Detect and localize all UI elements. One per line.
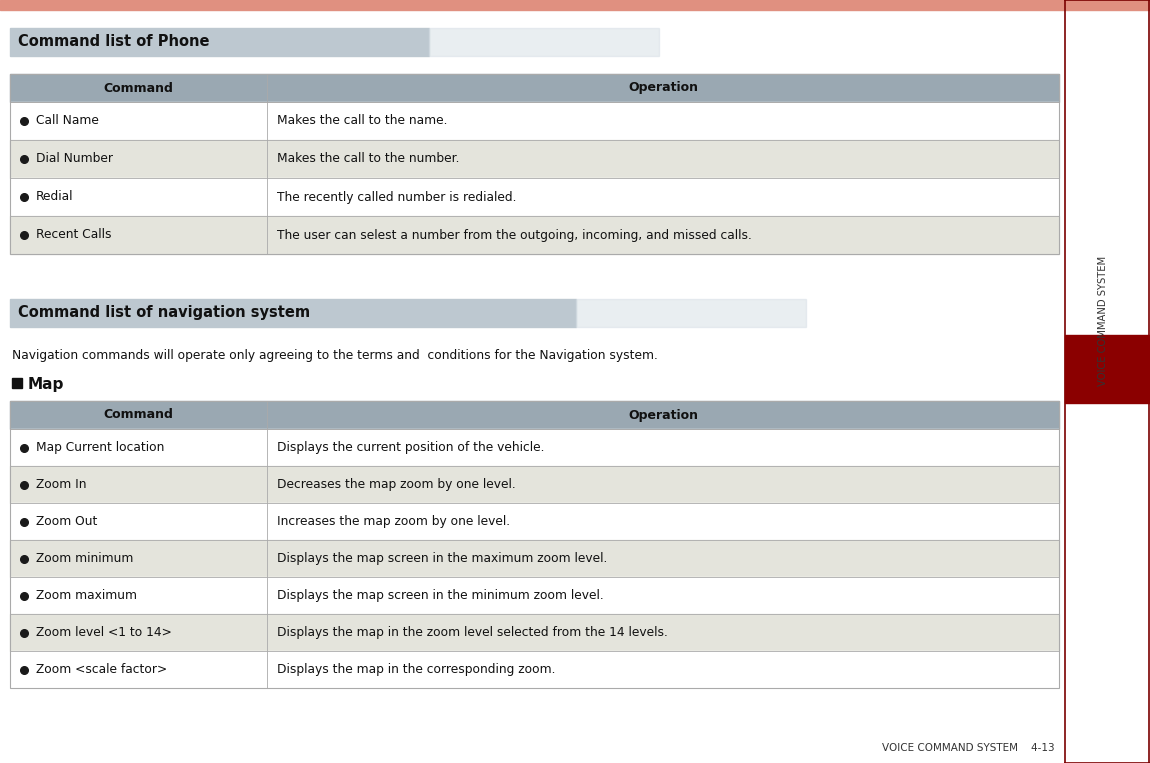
Text: The user can selest a number from the outgoing, incoming, and missed calls.: The user can selest a number from the ou… <box>277 228 752 242</box>
Bar <box>10 614 1059 651</box>
Text: Dial Number: Dial Number <box>36 153 113 166</box>
Bar <box>10 401 1059 688</box>
Text: Displays the map in the zoom level selected from the 14 levels.: Displays the map in the zoom level selec… <box>277 626 668 639</box>
Bar <box>576 299 806 327</box>
Bar <box>0 0 1150 10</box>
Text: Displays the current position of the vehicle.: Displays the current position of the veh… <box>277 441 544 454</box>
Text: VOICE COMMAND SYSTEM    4-13: VOICE COMMAND SYSTEM 4-13 <box>882 743 1055 753</box>
Text: Zoom maximum: Zoom maximum <box>36 589 137 602</box>
Bar <box>1065 0 1150 763</box>
Text: Command list of navigation system: Command list of navigation system <box>18 305 310 320</box>
Text: Redial: Redial <box>36 191 74 204</box>
Bar <box>10 74 1059 254</box>
Text: VOICE COMMAND SYSTEM: VOICE COMMAND SYSTEM <box>1097 256 1107 385</box>
Bar <box>1065 335 1150 403</box>
Bar <box>10 540 1059 577</box>
Text: Increases the map zoom by one level.: Increases the map zoom by one level. <box>277 515 511 528</box>
Text: Displays the map screen in the minimum zoom level.: Displays the map screen in the minimum z… <box>277 589 604 602</box>
Bar <box>10 577 1059 614</box>
Bar <box>10 466 1059 503</box>
Bar <box>12 378 22 388</box>
Bar <box>10 28 429 56</box>
Text: Navigation commands will operate only agreeing to the terms and  conditions for : Navigation commands will operate only ag… <box>12 349 658 362</box>
Bar <box>10 429 1059 466</box>
Bar <box>10 102 1059 140</box>
Text: Zoom <scale factor>: Zoom <scale factor> <box>36 663 167 676</box>
Bar <box>10 651 1059 688</box>
Text: Makes the call to the name.: Makes the call to the name. <box>277 114 447 127</box>
Bar <box>10 178 1059 216</box>
Text: Command: Command <box>104 82 174 95</box>
Text: Makes the call to the number.: Makes the call to the number. <box>277 153 460 166</box>
Text: Displays the map in the corresponding zoom.: Displays the map in the corresponding zo… <box>277 663 555 676</box>
Text: Map Current location: Map Current location <box>36 441 164 454</box>
Text: Operation: Operation <box>628 82 698 95</box>
Bar <box>10 74 1059 102</box>
Text: Recent Calls: Recent Calls <box>36 228 112 242</box>
Text: Displays the map screen in the maximum zoom level.: Displays the map screen in the maximum z… <box>277 552 607 565</box>
Bar <box>429 28 659 56</box>
Bar <box>10 216 1059 254</box>
Text: Command: Command <box>104 408 174 421</box>
Bar <box>10 299 576 327</box>
Text: Command list of Phone: Command list of Phone <box>18 34 209 50</box>
Text: Zoom minimum: Zoom minimum <box>36 552 133 565</box>
Text: Zoom level <1 to 14>: Zoom level <1 to 14> <box>36 626 171 639</box>
Text: Zoom Out: Zoom Out <box>36 515 98 528</box>
Text: Operation: Operation <box>628 408 698 421</box>
Bar <box>10 401 1059 429</box>
Text: The recently called number is redialed.: The recently called number is redialed. <box>277 191 516 204</box>
Text: Call Name: Call Name <box>36 114 99 127</box>
Text: Decreases the map zoom by one level.: Decreases the map zoom by one level. <box>277 478 515 491</box>
Text: Map: Map <box>28 376 64 391</box>
Text: Zoom In: Zoom In <box>36 478 86 491</box>
Bar <box>10 140 1059 178</box>
Bar <box>10 503 1059 540</box>
